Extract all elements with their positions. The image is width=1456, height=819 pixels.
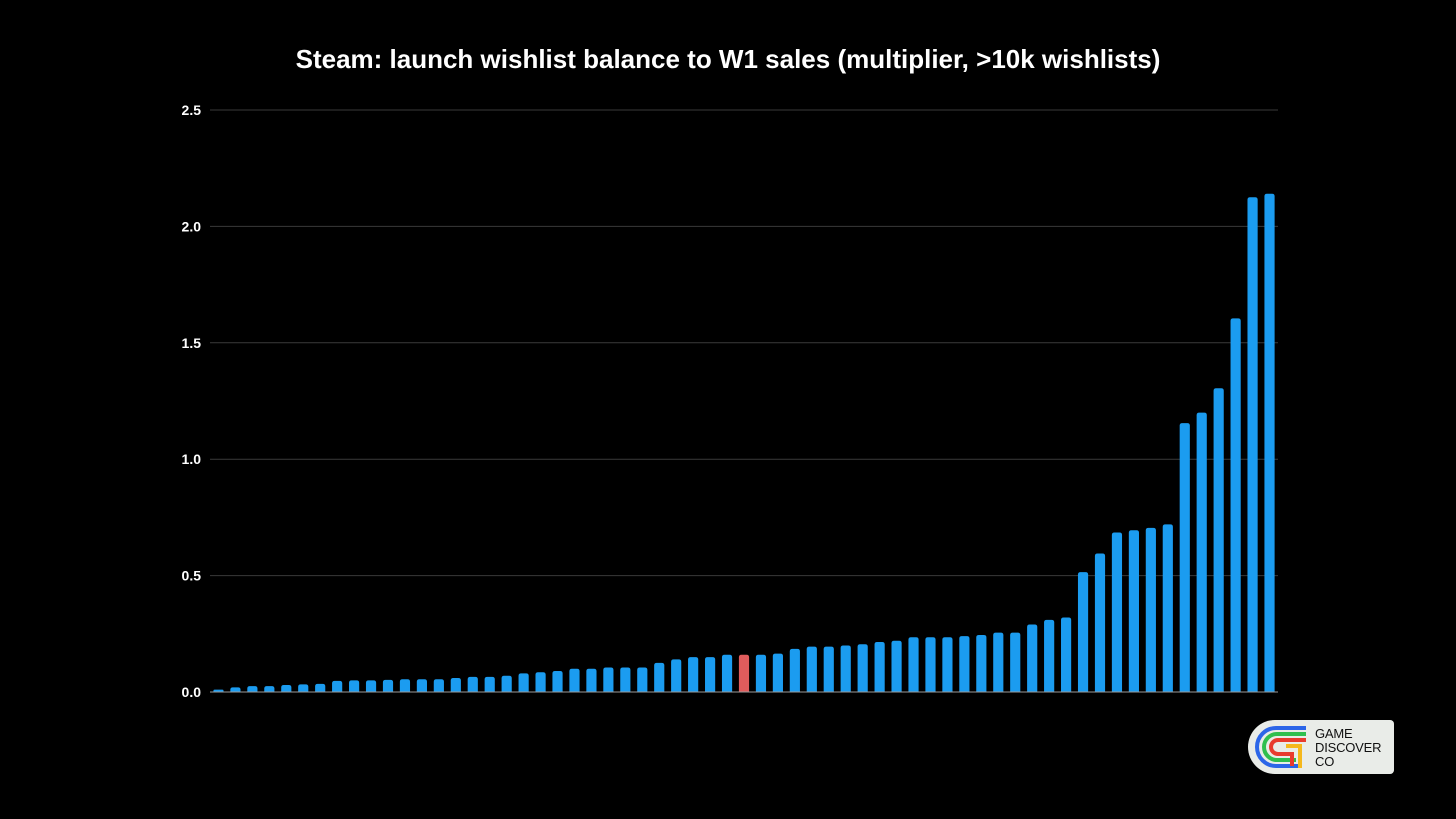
bar — [891, 640, 902, 692]
bar — [484, 676, 495, 692]
bar — [976, 634, 987, 692]
bar — [1010, 632, 1021, 692]
bar — [857, 644, 868, 692]
bar — [637, 667, 648, 692]
bars — [213, 193, 1275, 693]
bar — [230, 687, 241, 692]
bar — [1111, 532, 1123, 692]
bar — [789, 648, 800, 692]
bar — [433, 679, 444, 692]
bar — [1094, 553, 1106, 692]
bar — [840, 645, 851, 692]
bar — [755, 654, 767, 692]
bar — [569, 668, 580, 692]
bar — [1145, 527, 1156, 692]
bar — [1027, 624, 1038, 692]
bar — [501, 675, 512, 692]
bar — [281, 685, 292, 692]
bar — [603, 667, 614, 692]
bar — [671, 659, 682, 692]
bar — [806, 646, 817, 692]
bar — [959, 636, 970, 692]
bar — [1044, 619, 1055, 692]
bar — [925, 637, 936, 692]
bar — [416, 679, 427, 692]
bar-highlighted — [738, 654, 750, 692]
bar — [1213, 388, 1224, 692]
bar — [688, 657, 699, 692]
bar — [349, 680, 360, 692]
y-tick-label: 1.0 — [182, 451, 202, 467]
y-tick-label: 1.5 — [182, 335, 202, 351]
y-axis-labels: 0.0 0.5 1.0 1.5 2.0 2.5 — [182, 102, 202, 700]
bar — [315, 683, 326, 692]
bar — [721, 654, 733, 692]
bar — [213, 689, 224, 692]
bar — [535, 672, 546, 692]
bar — [467, 676, 478, 692]
bar — [823, 646, 834, 692]
bar — [298, 684, 309, 692]
bar — [382, 679, 394, 692]
bar — [993, 632, 1004, 692]
bar — [399, 679, 411, 692]
bar — [1061, 617, 1072, 692]
bar — [518, 673, 529, 692]
bar — [654, 662, 665, 692]
bar — [1230, 318, 1241, 692]
gridlines — [210, 109, 1278, 577]
bar — [247, 686, 258, 692]
bar — [1196, 412, 1207, 692]
bar — [908, 637, 919, 692]
bar — [1264, 193, 1275, 693]
bar — [620, 667, 631, 692]
bar — [450, 678, 461, 692]
bar — [1128, 530, 1139, 692]
bar — [772, 653, 783, 692]
gdc-logo-icon — [1255, 726, 1306, 768]
bar — [1162, 524, 1173, 692]
y-tick-label: 2.0 — [182, 218, 202, 234]
y-tick-label: 0.5 — [182, 568, 202, 584]
bar — [1247, 197, 1258, 693]
bar — [365, 680, 377, 692]
bar — [705, 657, 716, 692]
bar — [552, 671, 563, 692]
bar — [1179, 423, 1190, 692]
logo-text: GAME DISCOVER CO — [1315, 726, 1382, 769]
y-tick-label: 2.5 — [182, 102, 202, 118]
bar — [264, 686, 275, 692]
y-tick-label: 0.0 — [182, 684, 202, 700]
gamediscoverco-logo: GAME DISCOVER CO — [1248, 720, 1394, 774]
bar — [1077, 572, 1089, 692]
bar — [874, 641, 885, 692]
bar — [942, 637, 953, 692]
bar — [586, 668, 597, 692]
bar — [332, 680, 343, 692]
chart-title: Steam: launch wishlist balance to W1 sal… — [295, 44, 1161, 74]
